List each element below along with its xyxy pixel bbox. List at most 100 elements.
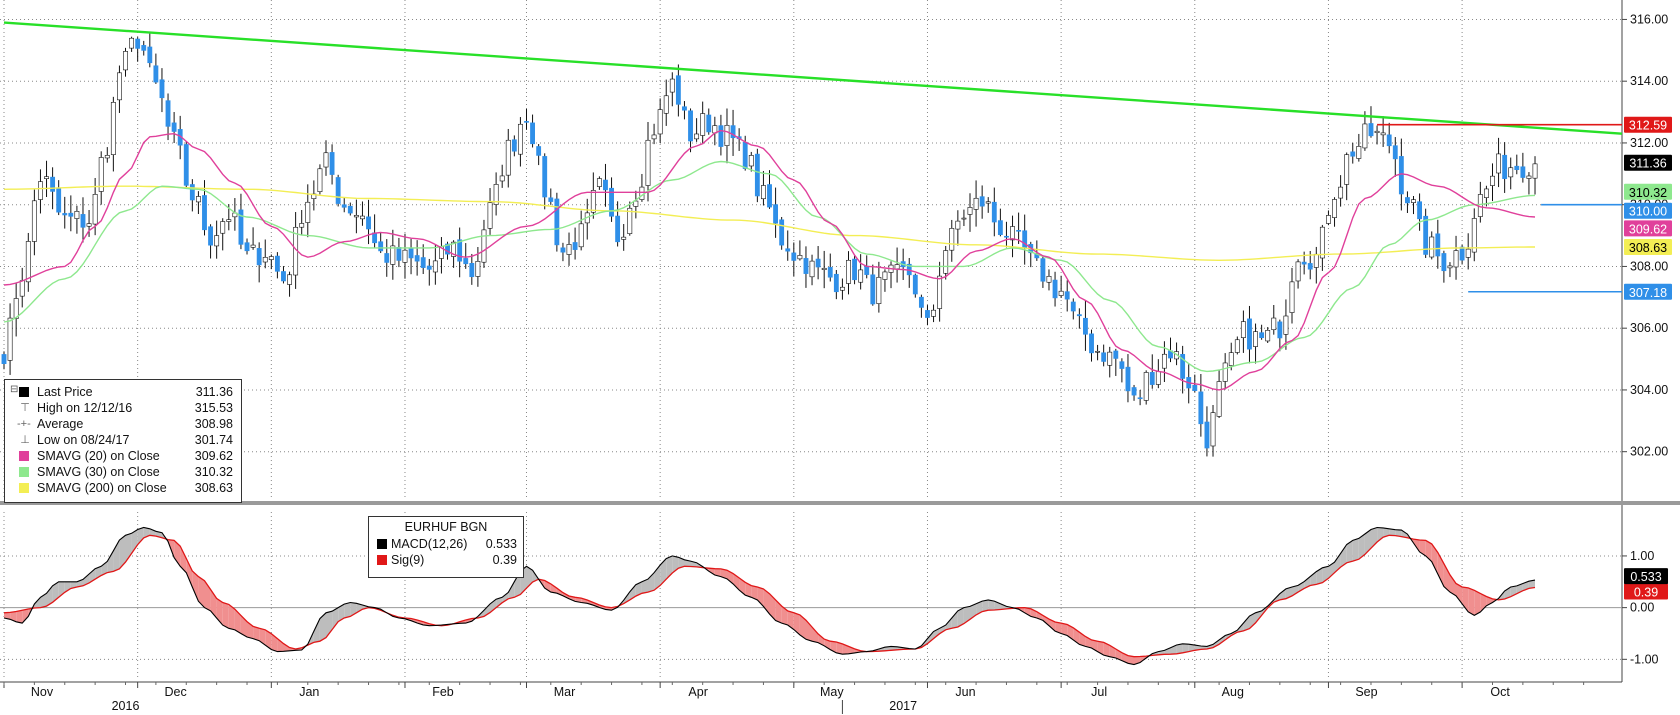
candle [1265, 330, 1271, 342]
macd-fill [180, 546, 187, 573]
candle [536, 146, 542, 156]
candle [767, 184, 772, 208]
candle [305, 201, 311, 223]
macd-fill [824, 639, 831, 650]
candle [1465, 248, 1471, 258]
signal-line [3, 534, 1536, 658]
candle [493, 184, 499, 205]
macd-fill [259, 628, 266, 646]
candle [682, 106, 687, 111]
macd-fill [957, 607, 964, 627]
macd-fill [1328, 562, 1335, 579]
candle [1161, 353, 1167, 369]
macd-fill [1304, 576, 1311, 589]
month-label-may: May [820, 685, 844, 699]
candle [268, 256, 274, 260]
macd-fill [16, 610, 23, 624]
macd-fill [1528, 580, 1535, 589]
macd-fill [277, 638, 284, 652]
candle [287, 274, 292, 285]
macd-fill [332, 607, 339, 630]
candle [742, 141, 748, 169]
candle [627, 207, 633, 234]
candle [92, 194, 98, 225]
candle [475, 261, 481, 277]
candle [1405, 197, 1410, 204]
macd-fill [945, 618, 952, 630]
candle [1240, 321, 1246, 338]
month-label-nov: Nov [31, 685, 54, 699]
candle [997, 220, 1003, 235]
legend-row-high: ⊤ High on 12/12/16 315.53 [20, 401, 233, 415]
y-tick-label: 302.00 [1630, 445, 1668, 459]
macd-legend: EURHUF BGN MACD(12,26) 0.533 Sig(9) 0.39 [368, 516, 524, 578]
candle [329, 152, 335, 175]
month-label-oct: Oct [1490, 685, 1510, 699]
month-label-mar: Mar [554, 685, 576, 699]
candle [1010, 226, 1015, 241]
candle [870, 274, 876, 305]
candle [1326, 215, 1331, 224]
candle [1064, 291, 1070, 300]
macd-fill [234, 609, 241, 634]
candle [517, 123, 523, 155]
legend-row-sma20: SMAVG (20) on Close 309.62 [5, 448, 241, 464]
candle [80, 214, 86, 228]
macd-tag-bg [1624, 568, 1668, 585]
macd-fill [1413, 539, 1420, 552]
month-label-apr: Apr [688, 685, 707, 699]
sma200-line [3, 185, 1535, 262]
candle [511, 139, 517, 152]
macd-fill [684, 559, 691, 567]
candle [1058, 290, 1064, 296]
macd-fill [745, 582, 752, 598]
macd-fill [1055, 622, 1062, 634]
macd-tag-text: 0.533 [1630, 570, 1661, 584]
candle [876, 276, 882, 304]
price-tag-309-62: 309.62 [1624, 220, 1672, 237]
macd-fill [101, 561, 108, 576]
candle [226, 219, 232, 222]
candle [675, 75, 681, 105]
macd-fill [313, 618, 320, 643]
candle [724, 124, 730, 146]
macd-fill [1213, 639, 1220, 648]
candle [754, 153, 760, 197]
macd-fill [708, 568, 715, 575]
macd-fill [338, 604, 345, 622]
candle [1119, 361, 1125, 369]
candle [445, 243, 450, 255]
macd-fill [1103, 642, 1110, 657]
candle [44, 176, 49, 179]
candle [384, 253, 390, 263]
macd-fill [550, 583, 557, 594]
macd-fill [976, 601, 983, 615]
candle [548, 197, 554, 202]
candle [846, 259, 851, 284]
macd-tag-0-533: 0.533 [1624, 568, 1668, 585]
candle [347, 205, 353, 214]
macd-fill [344, 602, 351, 618]
macd-fill [714, 568, 721, 577]
candle [645, 139, 651, 186]
candle [748, 155, 754, 167]
macd-fill [1188, 644, 1195, 652]
macd-fill [812, 627, 819, 643]
candle [1, 354, 7, 364]
price-tag-bg [1624, 154, 1672, 171]
candle [912, 274, 918, 295]
candle [925, 310, 930, 318]
macd-fill [1474, 590, 1481, 616]
candle [639, 186, 645, 200]
price-tag-text: 311.36 [1629, 157, 1666, 171]
candle [135, 38, 141, 49]
candle [1016, 230, 1022, 232]
candle [1180, 354, 1186, 379]
candle [1234, 339, 1240, 353]
candle [19, 280, 25, 297]
price-tag-text: 310.00 [1629, 205, 1667, 219]
macd-fill [1249, 612, 1256, 629]
price-panel: 302.00 304.00 306.00 308.00 310.00 312.00 314.… [0, 0, 1680, 682]
collapse-icon[interactable]: ⊟ [10, 384, 19, 395]
